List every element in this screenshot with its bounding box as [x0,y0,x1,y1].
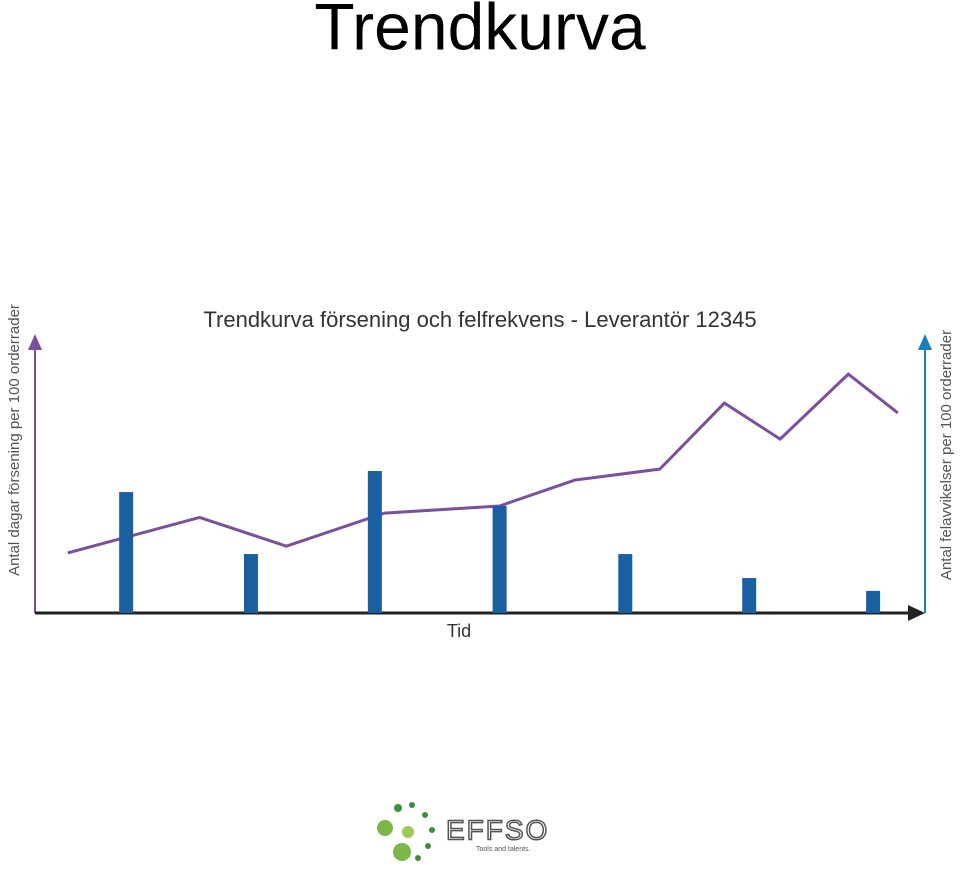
chart-title: Trendkurva försening och felfrekvens - L… [203,307,756,332]
y-axis-arrow [28,334,42,350]
line [67,372,899,555]
bar [866,590,881,613]
logo-dot [402,826,414,838]
bar [492,505,507,613]
logo-tagline: Tools and talents. [476,846,531,853]
logo-dot [429,827,435,833]
logo-dot [394,804,402,812]
y2-axis-arrow [918,334,932,350]
bar [243,554,258,613]
logo-dot [377,820,393,836]
x-axis-label: Tid [447,621,471,641]
logo-dot [422,812,428,818]
logo-dot [425,843,431,849]
y2-axis-label: Antal felavvikelser per 100 orderrader [938,330,955,580]
x-axis-arrow [908,605,925,621]
bar [618,554,633,613]
logo: EFFSO Tools and talents. [377,802,549,861]
logo-name: EFFSO [446,814,549,845]
bar [367,471,382,613]
bar [119,492,134,613]
logo-dot [415,855,421,861]
logo-dot [393,843,411,861]
logo-dot [409,802,415,808]
slide-title: Trendkurva [314,0,646,63]
y-axis-label: Antal dagar försening per 100 orderrader [6,304,23,576]
bar [742,578,757,613]
